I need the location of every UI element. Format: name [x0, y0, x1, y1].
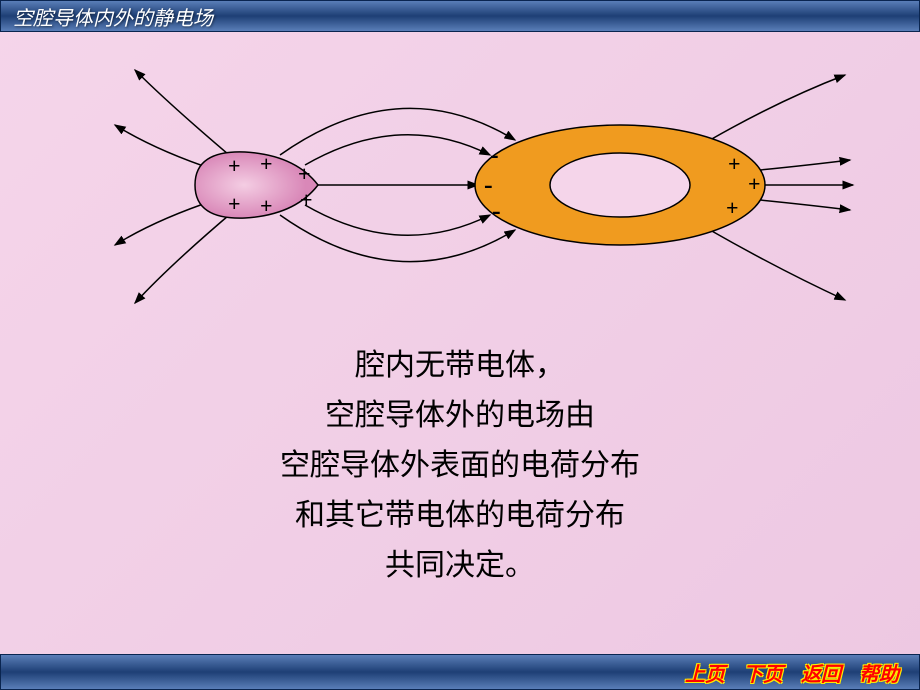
- next-button[interactable]: 下页: [743, 658, 783, 687]
- svg-text:+: +: [260, 151, 273, 176]
- prev-button[interactable]: 上页: [685, 658, 725, 687]
- page-title: 空腔导体内外的静电场: [13, 2, 213, 31]
- caption-text: 腔内无带电体， 空腔导体外的电场由 空腔导体外表面的电荷分布 和其它带电体的电荷…: [0, 340, 920, 592]
- svg-text:+: +: [300, 187, 313, 212]
- svg-text:+: +: [260, 193, 273, 218]
- caption-line: 共同决定。: [0, 542, 920, 590]
- svg-text:-: -: [492, 196, 501, 225]
- help-button[interactable]: 帮助: [859, 658, 899, 687]
- caption-line: 腔内无带电体，: [0, 342, 920, 390]
- caption-line: 空腔导体外的电场由: [0, 392, 920, 440]
- caption-line: 和其它带电体的电荷分布: [0, 492, 920, 540]
- svg-text:+: +: [726, 195, 739, 220]
- svg-text:+: +: [748, 171, 761, 196]
- svg-text:+: +: [228, 153, 241, 178]
- svg-text:-: -: [490, 140, 499, 169]
- svg-text:+: +: [728, 151, 741, 176]
- title-bar: 空腔导体内外的静电场: [0, 0, 920, 32]
- bottom-nav-bar: 上页 下页 返回 帮助: [0, 654, 920, 690]
- physics-diagram: + + + + + + - - - + + +: [100, 55, 860, 315]
- svg-text:-: -: [484, 170, 493, 199]
- caption-line: 空腔导体外表面的电荷分布: [0, 442, 920, 490]
- svg-text:+: +: [298, 161, 311, 186]
- back-button[interactable]: 返回: [801, 658, 841, 687]
- svg-text:+: +: [228, 191, 241, 216]
